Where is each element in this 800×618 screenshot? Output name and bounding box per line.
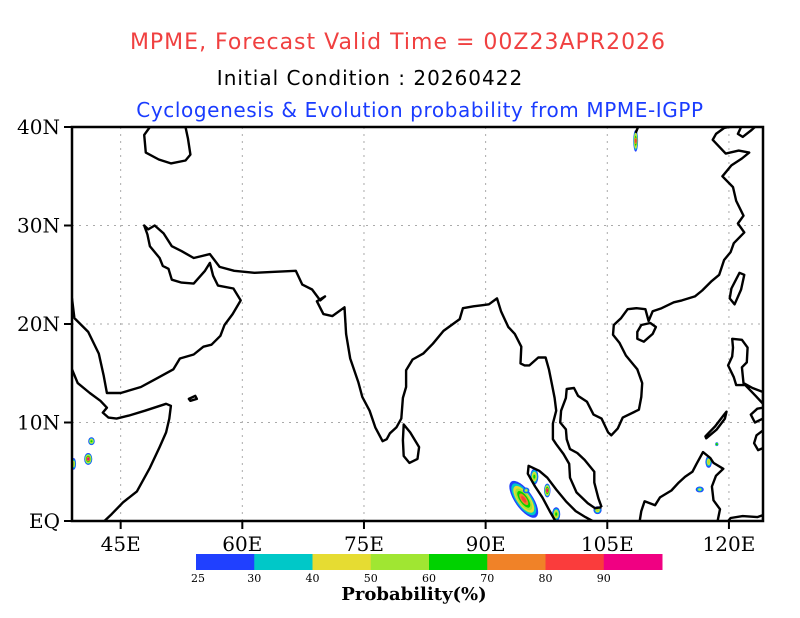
main-title: MPME, Forecast Valid Time = 00Z23APR2026 (129, 30, 667, 55)
probability-blob (695, 486, 704, 493)
coastline-bohai-north (736, 127, 756, 139)
contour-level-40 (698, 488, 702, 491)
probability-blob (509, 480, 539, 518)
probability-contours (72, 129, 719, 521)
contour-level-90 (546, 489, 549, 492)
coastline-luzon (726, 337, 763, 405)
probability-blob (84, 453, 93, 465)
coastline-palawan (704, 410, 728, 440)
contour-level-40 (524, 489, 528, 492)
colorbar-swatch-70 (487, 554, 546, 570)
map-frame (70, 125, 765, 523)
contour-level-80 (521, 496, 527, 503)
lat-tick-label: EQ (29, 509, 60, 533)
coastline-socotra (187, 394, 199, 402)
probability-blob (522, 487, 530, 494)
subtitle: Cyclogenesis & Evolution probability fro… (136, 98, 704, 122)
colorbar-title: Probability(%) (341, 584, 486, 605)
lon-tick-label: 60E (222, 532, 262, 556)
colorbar-label: 70 (480, 572, 494, 585)
coastline-malay-east-gulf-thailand (559, 127, 751, 508)
coastline-hainan (636, 321, 658, 343)
initial-condition: Initial Condition : 20260422 (216, 66, 524, 90)
colorbar-label: 90 (597, 572, 611, 585)
coastlines (72, 127, 763, 521)
probability-blob (715, 442, 719, 447)
lon-tick-label: 90E (466, 532, 506, 556)
contour-level-50 (596, 508, 599, 512)
contour-level-80 (634, 138, 637, 143)
coastline-sri-lanka (401, 423, 421, 465)
colorbar-swatch-50 (370, 554, 430, 570)
probability-blob (88, 437, 95, 446)
coastline-caspian-sea (142, 127, 192, 165)
lon-tick-label: 120E (703, 532, 756, 556)
colorbar: 25 30 40 50 60 70 80 90 (191, 554, 663, 585)
probability-blob (544, 483, 551, 498)
colorbar-label: 30 (247, 572, 261, 585)
lat-tick-label: 10N (17, 411, 60, 435)
lat-tick-label: 30N (17, 214, 60, 238)
coastline-mindanao (752, 429, 763, 452)
colorbar-swatch-60 (429, 554, 488, 570)
lat-tick-label: 40N (17, 115, 60, 139)
lon-tick-label: 45E (101, 532, 141, 556)
coastline-mindanao-visayas (749, 406, 763, 424)
colorbar-label: 80 (539, 572, 553, 585)
contour-level-60 (90, 440, 93, 443)
contour-level-60 (555, 512, 558, 516)
coastline-arabia-persian-gulf (72, 224, 602, 510)
colorbar-swatch-25 (196, 554, 255, 570)
probability-blob (633, 129, 639, 152)
contour-level-50 (707, 460, 710, 464)
contour-level-60 (533, 474, 536, 479)
colorbar-label: 60 (422, 572, 436, 585)
lat-tick-label: 20N (17, 312, 60, 336)
gridlines (72, 127, 763, 521)
contour-level-90 (87, 457, 90, 460)
latitude-axis: 40N 30N 20N 10N EQ (17, 115, 72, 533)
coastline-sulawesi-north (727, 513, 763, 521)
colorbar-label: 40 (306, 572, 320, 585)
colorbar-swatch-30 (254, 554, 313, 570)
coastline-horn-of-africa (72, 368, 173, 521)
coastline-borneo (638, 450, 725, 521)
colorbar-swatch-40 (312, 554, 372, 570)
longitude-axis: 45E 60E 75E 90E 105E 120E (101, 521, 756, 556)
colorbar-label: 25 (191, 572, 205, 585)
colorbar-swatch-80 (545, 554, 605, 570)
coastline-taiwan (728, 271, 746, 306)
contour-level-60 (715, 443, 718, 446)
colorbar-label: 50 (364, 572, 378, 585)
colorbar-swatch-90 (603, 554, 663, 570)
coastline-sumatra (526, 464, 594, 521)
lon-tick-label: 105E (581, 532, 634, 556)
lon-tick-label: 75E (344, 532, 384, 556)
